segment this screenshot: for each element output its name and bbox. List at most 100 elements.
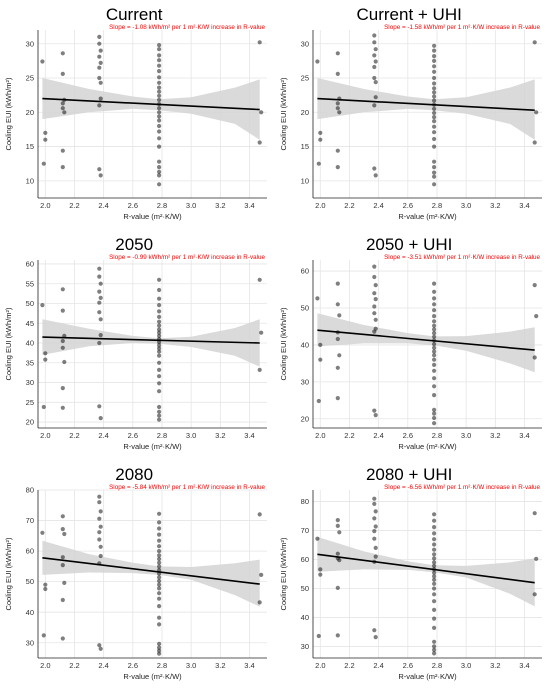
data-point <box>432 119 437 124</box>
data-point <box>335 396 340 401</box>
data-point <box>432 357 437 362</box>
data-point <box>432 98 437 103</box>
data-point <box>532 592 537 597</box>
y-tick-label: 20 <box>301 414 309 423</box>
y-tick-label: 15 <box>301 142 309 151</box>
data-point <box>432 570 437 575</box>
data-point <box>432 334 437 339</box>
data-point <box>432 362 437 367</box>
slope-annotation: Slope = -1.58 kWh/m² per 1 m²·K/W increa… <box>384 24 540 31</box>
y-axis-label: Cooling EUI (kWh/m²) <box>279 77 288 150</box>
x-tick-label: 2.2 <box>344 661 354 670</box>
data-point <box>372 529 377 534</box>
data-point <box>257 140 262 145</box>
data-point <box>97 404 102 409</box>
data-point <box>60 405 65 410</box>
y-tick-label: 50 <box>301 584 309 593</box>
data-point <box>157 319 162 324</box>
data-point <box>257 40 262 45</box>
x-tick-label: 2.8 <box>157 431 167 440</box>
data-point <box>432 314 437 319</box>
x-tick-label: 3.2 <box>490 431 500 440</box>
data-point <box>62 110 67 115</box>
data-point <box>157 343 162 348</box>
data-point <box>157 374 162 379</box>
data-point <box>97 643 102 648</box>
data-point <box>157 645 162 650</box>
y-tick-label: 30 <box>301 642 309 651</box>
data-point <box>157 333 162 338</box>
y-tick-label: 20 <box>26 418 34 427</box>
data-point <box>157 560 162 565</box>
trend-line <box>42 336 260 344</box>
data-point <box>157 586 162 591</box>
data-point <box>318 342 323 347</box>
data-point <box>432 48 437 53</box>
data-point <box>432 512 437 517</box>
data-point <box>534 110 539 115</box>
data-point <box>534 556 539 561</box>
data-point <box>335 551 340 556</box>
data-point <box>372 496 377 501</box>
data-point <box>432 289 437 294</box>
y-tick-label: 15 <box>26 142 34 151</box>
y-tick-label: 40 <box>301 341 309 350</box>
confidence-band <box>317 78 535 140</box>
x-tick-label: 2.0 <box>40 201 50 210</box>
x-tick-label: 2.2 <box>69 201 79 210</box>
data-point <box>157 346 162 351</box>
data-point <box>372 628 377 633</box>
data-point <box>316 161 321 166</box>
data-point <box>257 367 262 372</box>
data-point <box>157 43 162 48</box>
y-tick-label: 30 <box>301 39 309 48</box>
trend-line <box>42 97 260 111</box>
data-point <box>373 59 378 64</box>
y-tick-label: 60 <box>26 260 34 269</box>
data-point <box>432 415 437 421</box>
data-point <box>157 323 162 328</box>
data-point <box>432 586 437 591</box>
data-point <box>432 90 437 95</box>
data-point <box>43 351 48 356</box>
x-axis-label: R-value (m²·K/W) <box>398 442 457 451</box>
data-point <box>60 636 65 641</box>
data-point <box>432 407 437 412</box>
y-tick-label: 60 <box>301 555 309 564</box>
data-point <box>372 291 377 296</box>
data-point <box>432 376 437 381</box>
x-axis-label: R-value (m²·K/W) <box>123 442 182 451</box>
data-point <box>372 408 377 413</box>
data-point <box>318 572 323 577</box>
slope-annotation: Slope = -3.51 kWh/m² per 1 m²·K/W increa… <box>384 254 540 261</box>
data-point <box>157 648 162 653</box>
x-tick-label: 2.8 <box>432 661 442 670</box>
chart-title: 2050 <box>115 235 153 254</box>
data-point <box>373 80 378 85</box>
data-point <box>157 596 162 601</box>
data-point <box>432 69 437 74</box>
x-tick-label: 3.2 <box>215 661 225 670</box>
data-point <box>432 639 437 644</box>
data-point <box>432 115 437 120</box>
data-point <box>157 47 162 52</box>
chart-title: Current + UHI <box>357 5 462 24</box>
y-axis-label: Cooling EUI (kWh/m²) <box>4 77 13 150</box>
data-point <box>432 651 437 656</box>
confidence-band <box>42 540 260 607</box>
data-point <box>432 86 437 91</box>
data-point <box>432 556 437 561</box>
x-tick-label: 2.0 <box>315 201 325 210</box>
chart-title: 2050 + UHI <box>366 235 452 254</box>
data-point <box>60 51 65 56</box>
data-point <box>432 353 437 358</box>
y-tick-label: 10 <box>301 176 309 185</box>
data-point <box>335 633 340 638</box>
data-point <box>157 413 162 418</box>
confidence-band <box>317 536 535 607</box>
data-point <box>432 616 437 621</box>
data-point <box>157 520 162 525</box>
data-point <box>98 544 103 549</box>
data-point <box>432 411 437 416</box>
data-point <box>40 59 45 64</box>
